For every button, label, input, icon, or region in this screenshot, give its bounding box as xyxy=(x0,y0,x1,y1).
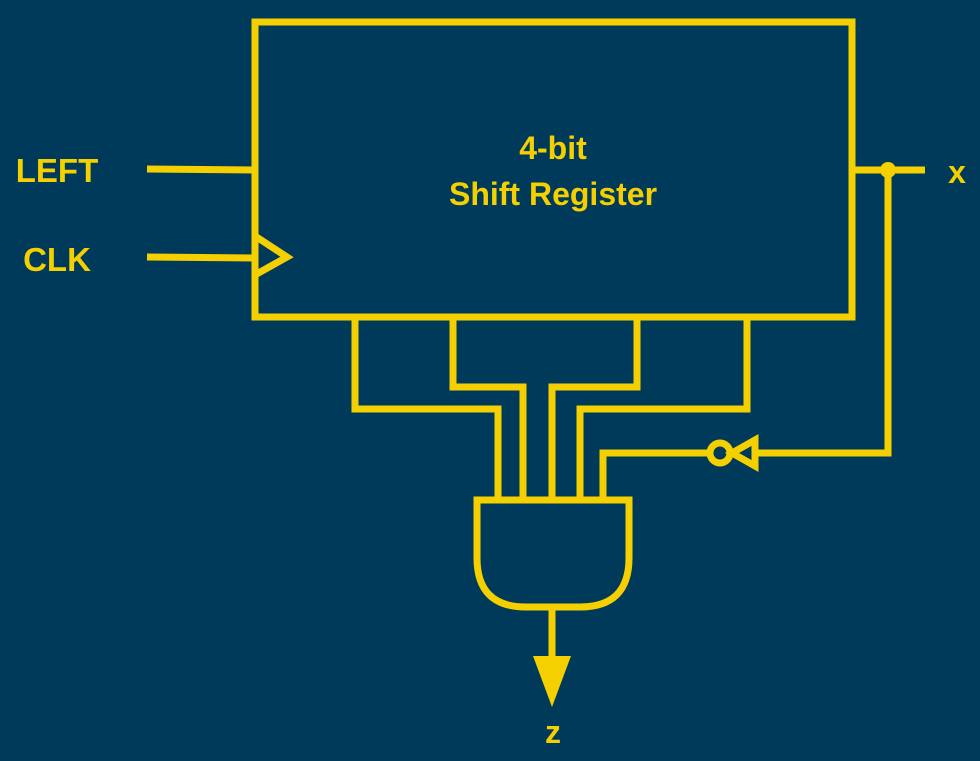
feedback-wire xyxy=(755,170,892,457)
left-input-wire xyxy=(146,165,256,174)
inverter-gate xyxy=(724,434,759,472)
bit-wire-2 xyxy=(449,317,527,500)
inverted-x-wire xyxy=(599,449,710,500)
clk-input-wire xyxy=(146,253,256,262)
shift-register-box xyxy=(251,18,856,321)
x-output-label: x xyxy=(948,154,966,190)
bit-wire-1 xyxy=(548,317,641,500)
z-output-arrow xyxy=(533,656,571,707)
clk-input-label: CLK xyxy=(23,241,91,278)
clock-edge-marker xyxy=(253,233,294,279)
register-title-line1: 4-bit xyxy=(519,130,587,166)
inverter-bubble xyxy=(706,439,734,467)
bit-wire-0 xyxy=(576,317,751,500)
and-gate xyxy=(473,496,633,611)
z-output-label: z xyxy=(545,714,561,750)
bit-wire-3 xyxy=(351,317,502,500)
register-title-line2: Shift Register xyxy=(449,176,657,212)
left-input-label: LEFT xyxy=(16,152,98,189)
